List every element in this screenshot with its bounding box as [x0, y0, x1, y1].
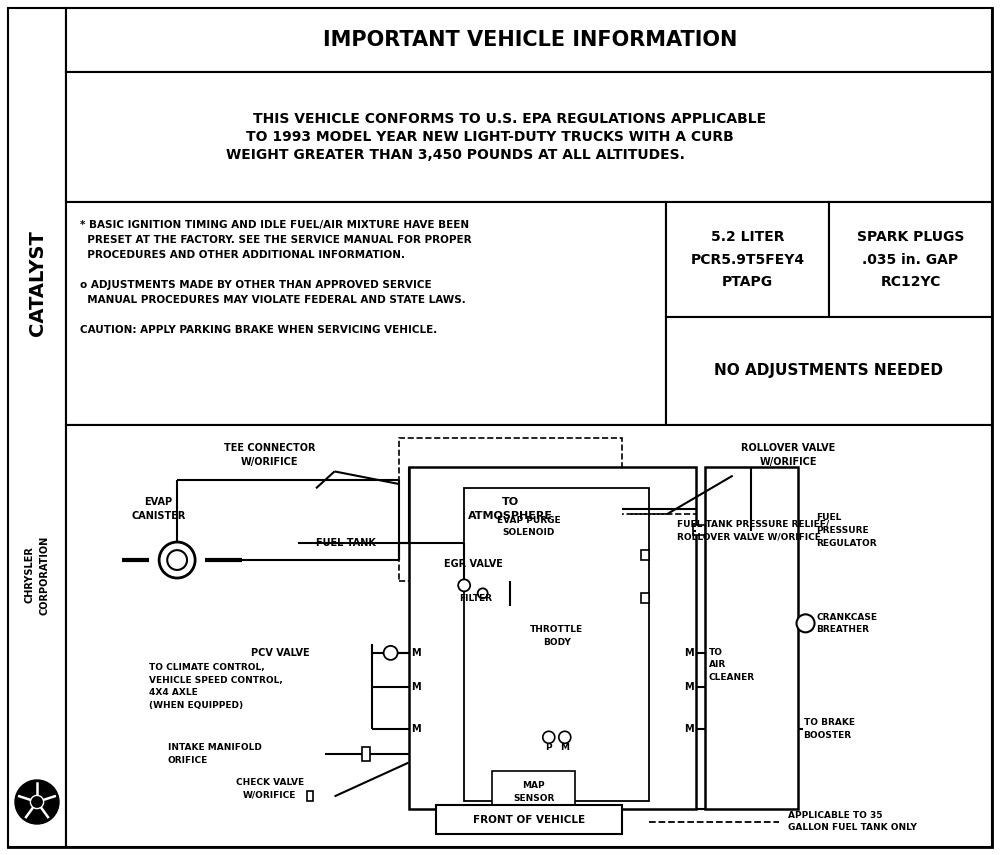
Bar [8, 8, 66, 847]
Bar [66, 425, 992, 847]
Circle shape [15, 780, 59, 824]
Text: CRANKCASE
BREATHER: CRANKCASE BREATHER [816, 612, 877, 634]
Bar [612, 505, 631, 522]
Circle shape [30, 795, 44, 809]
Text: TEE CONNECTOR
W/ORIFICE: TEE CONNECTOR W/ORIFICE [224, 443, 315, 467]
Text: THIS VEHICLE CONFORMS TO U.S. EPA REGULATIONS APPLICABLE: THIS VEHICLE CONFORMS TO U.S. EPA REGULA… [253, 112, 767, 126]
Text: TO 1993 MODEL YEAR NEW LIGHT-DUTY TRUCKS WITH A CURB: TO 1993 MODEL YEAR NEW LIGHT-DUTY TRUCKS… [246, 130, 734, 144]
Bar [693, 526, 705, 535]
Text: EVAP
CANISTER: EVAP CANISTER [131, 498, 186, 522]
Text: IMPORTANT VEHICLE INFORMATION: IMPORTANT VEHICLE INFORMATION [323, 30, 737, 50]
Text: TO
ATMOSPHERE: TO ATMOSPHERE [468, 498, 553, 522]
Bar [705, 467, 798, 809]
Bar [829, 202, 992, 317]
Bar [436, 805, 622, 834]
Text: WEIGHT GREATER THAN 3,450 POUNDS AT ALL ALTITUDES.: WEIGHT GREATER THAN 3,450 POUNDS AT ALL … [226, 148, 684, 162]
Text: CHRYSLER
CORPORATION: CHRYSLER CORPORATION [25, 535, 49, 615]
Bar [464, 488, 649, 800]
Bar [641, 550, 649, 560]
Bar [362, 747, 370, 761]
Bar [66, 202, 666, 425]
Text: ROLLOVER VALVE
W/ORIFICE: ROLLOVER VALVE W/ORIFICE [741, 443, 835, 467]
Text: MAP
SENSOR: MAP SENSOR [513, 781, 554, 803]
Bar [409, 467, 696, 809]
Text: FUEL TANK: FUEL TANK [316, 538, 376, 548]
Text: M: M [560, 743, 569, 752]
Text: CATALYST: CATALYST [27, 231, 46, 336]
Text: M: M [411, 648, 420, 657]
Text: TO CLIMATE CONTROL,
VEHICLE SPEED CONTROL,
4X4 AXLE
(WHEN EQUIPPED): TO CLIMATE CONTROL, VEHICLE SPEED CONTRO… [149, 663, 283, 710]
Text: NO ADJUSTMENTS NEEDED: NO ADJUSTMENTS NEEDED [714, 363, 944, 379]
Text: FUEL
PRESSURE
REGULATOR: FUEL PRESSURE REGULATOR [816, 514, 877, 547]
Text: M: M [684, 681, 693, 692]
Text: o ADJUSTMENTS MADE BY OTHER THAN APPROVED SERVICE
  MANUAL PROCEDURES MAY VIOLAT: o ADJUSTMENTS MADE BY OTHER THAN APPROVE… [80, 280, 466, 304]
Text: CAUTION: APPLY PARKING BRAKE WHEN SERVICING VEHICLE.: CAUTION: APPLY PARKING BRAKE WHEN SERVIC… [80, 325, 437, 335]
Text: M: M [684, 648, 693, 657]
Text: M: M [411, 681, 420, 692]
Text: CHECK VALVE
W/ORIFICE: CHECK VALVE W/ORIFICE [236, 777, 304, 799]
Text: SPARK PLUGS
.035 in. GAP
RC12YC: SPARK PLUGS .035 in. GAP RC12YC [857, 230, 964, 289]
Text: 5.2 LITER
PCR5.9T5FEY4
PTAPG: 5.2 LITER PCR5.9T5FEY4 PTAPG [690, 230, 805, 289]
Circle shape [543, 731, 555, 743]
Circle shape [159, 542, 195, 578]
Circle shape [559, 731, 571, 743]
Text: M: M [684, 724, 693, 734]
Circle shape [478, 588, 488, 598]
Bar [492, 771, 575, 813]
Bar [666, 317, 992, 425]
Text: P: P [545, 743, 552, 752]
Text: FUEL TANK PRESSURE RELIEF/
ROLLOVER VALVE W/ORIFICE: FUEL TANK PRESSURE RELIEF/ ROLLOVER VALV… [677, 520, 829, 541]
Bar [66, 72, 992, 202]
Bar [666, 202, 829, 317]
Text: INTAKE MANIFOLD
ORIFICE: INTAKE MANIFOLD ORIFICE [168, 743, 262, 765]
Circle shape [167, 550, 187, 570]
Circle shape [384, 646, 398, 660]
Text: FRONT OF VEHICLE: FRONT OF VEHICLE [473, 815, 585, 824]
Circle shape [458, 580, 470, 592]
Text: APPLICABLE TO 35
GALLON FUEL TANK ONLY: APPLICABLE TO 35 GALLON FUEL TANK ONLY [788, 811, 917, 833]
Text: THROTTLE
BODY: THROTTLE BODY [530, 625, 583, 646]
Bar [307, 792, 313, 801]
Text: TO BRAKE
BOOSTER: TO BRAKE BOOSTER [804, 718, 855, 740]
Bar [641, 593, 649, 603]
Bar [399, 438, 622, 581]
Text: EVAP PURGE
SOLENOID: EVAP PURGE SOLENOID [497, 516, 561, 537]
Text: FILTER: FILTER [459, 593, 492, 603]
Text: TO
AIR
CLEANER: TO AIR CLEANER [709, 648, 755, 681]
Text: EGR VALVE: EGR VALVE [444, 559, 503, 569]
Circle shape [797, 615, 815, 633]
Bar [66, 8, 992, 72]
Text: M: M [411, 724, 420, 734]
Text: * BASIC IGNITION TIMING AND IDLE FUEL/AIR MIXTURE HAVE BEEN
  PRESET AT THE FACT: * BASIC IGNITION TIMING AND IDLE FUEL/AI… [80, 220, 472, 260]
Text: PCV VALVE: PCV VALVE [251, 648, 310, 657]
